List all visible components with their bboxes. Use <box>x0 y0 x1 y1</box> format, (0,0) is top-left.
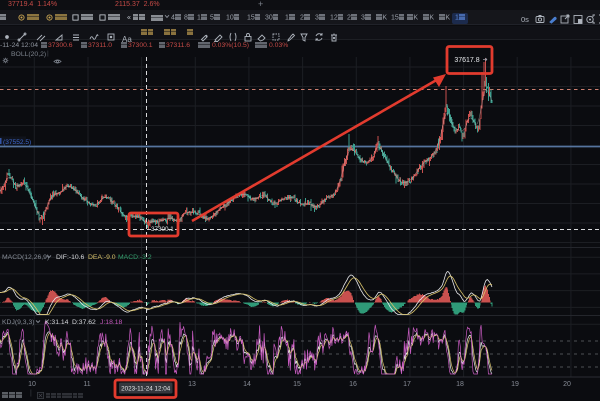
svg-text:18: 18 <box>456 381 464 388</box>
svg-text:10: 10 <box>28 381 36 388</box>
svg-text:37300.1: 37300.1 <box>151 226 174 233</box>
svg-text:(37552.5): (37552.5) <box>3 139 31 146</box>
svg-text:15: 15 <box>293 381 301 388</box>
svg-text:0s: 0s <box>521 15 529 24</box>
svg-text:20: 20 <box>563 381 571 388</box>
svg-text:37617.8: 37617.8 <box>454 57 479 64</box>
svg-text:17: 17 <box>403 381 411 388</box>
svg-text:16: 16 <box>349 381 357 388</box>
svg-text:J:18.18: J:18.18 <box>100 319 123 326</box>
svg-text:14: 14 <box>243 381 251 388</box>
svg-text:KDJ(9,3,3): KDJ(9,3,3) <box>2 319 34 326</box>
svg-text:MACD(12,26,9): MACD(12,26,9) <box>2 254 49 261</box>
svg-text:D:37.62: D:37.62 <box>72 319 96 326</box>
svg-text:13: 13 <box>188 381 196 388</box>
svg-text:MACD:-3.2: MACD:-3.2 <box>118 254 152 261</box>
svg-text:2023-11-24 12:04: 2023-11-24 12:04 <box>121 386 171 393</box>
svg-text:19: 19 <box>511 381 519 388</box>
svg-text:K:31.14: K:31.14 <box>45 319 69 326</box>
svg-text:DIF:-10.6: DIF:-10.6 <box>56 254 85 261</box>
svg-text:11: 11 <box>83 381 90 388</box>
svg-text:DEA:-9.0: DEA:-9.0 <box>88 254 116 261</box>
